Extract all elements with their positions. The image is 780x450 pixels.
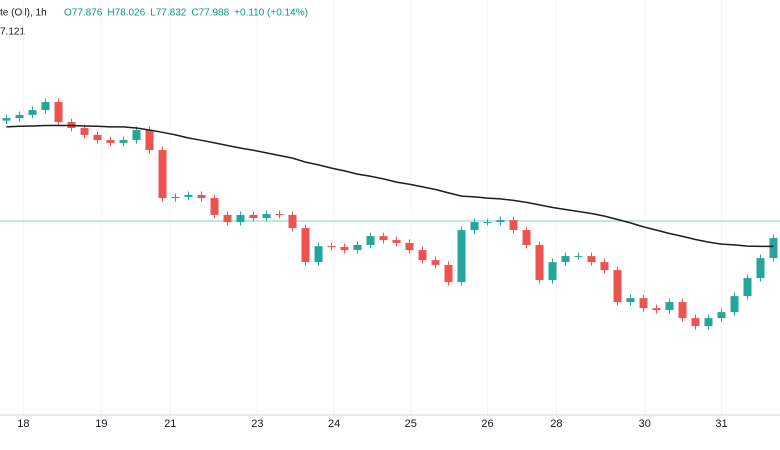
candle-body — [457, 230, 466, 283]
candle-body — [314, 246, 323, 263]
candle-body — [301, 228, 310, 263]
ohlc-label: O77.876 — [64, 8, 103, 19]
candle-body — [54, 102, 63, 123]
candle-body — [717, 312, 726, 319]
candle-body — [652, 308, 661, 311]
candle-body — [483, 222, 492, 224]
candle-body — [561, 256, 570, 263]
candle-body — [509, 220, 518, 231]
candle-body — [691, 318, 700, 327]
ohlc-label: +0.110 (+0.14%) — [234, 8, 308, 19]
candle-body — [262, 214, 271, 219]
x-tick-label: 30 — [639, 418, 651, 430]
candle-body — [132, 130, 141, 141]
candle-body — [15, 114, 24, 119]
candle-body — [41, 102, 50, 111]
candle-body — [613, 270, 622, 303]
candle-body — [249, 214, 258, 219]
candle-body — [639, 298, 648, 309]
candle-body — [145, 130, 154, 151]
candle-body — [678, 302, 687, 319]
candle-body — [522, 230, 531, 245]
candle-body — [392, 240, 401, 243]
candle-body — [2, 118, 11, 121]
candle-body — [665, 302, 674, 311]
x-tick-label: 28 — [550, 418, 562, 430]
x-tick-label: 24 — [328, 418, 340, 430]
candle-body — [730, 296, 739, 313]
candle-body — [743, 278, 752, 297]
candle-body — [171, 196, 180, 199]
candle-body — [535, 244, 544, 281]
candle-body — [600, 262, 609, 271]
x-tick-label: 25 — [405, 418, 417, 430]
candle-body — [223, 214, 232, 223]
candle-body — [275, 214, 284, 216]
ohlc-label: C77.988 — [191, 8, 229, 19]
candle-body — [405, 242, 414, 251]
candle-body — [574, 256, 583, 258]
candle-body — [366, 236, 375, 245]
candle-body — [340, 246, 349, 251]
candle-body — [197, 194, 206, 199]
x-tick-label: 26 — [481, 418, 493, 430]
candle-body — [548, 262, 557, 281]
candle-body — [418, 250, 427, 261]
candle-body — [470, 222, 479, 231]
ma-label: 7.121 — [0, 27, 25, 38]
candle-body — [327, 246, 336, 248]
moving-average — [6, 124, 774, 248]
candle-body — [119, 140, 128, 143]
candle-body — [288, 214, 297, 229]
candle-body — [626, 298, 635, 303]
candle-body — [379, 236, 388, 241]
candle-body — [158, 150, 167, 199]
candle-body — [28, 110, 37, 115]
candle-body — [210, 198, 219, 215]
candle-body — [236, 214, 245, 223]
candle-body — [496, 220, 505, 223]
candle-body — [444, 264, 453, 283]
x-tick-label: 23 — [251, 418, 263, 430]
candle-body — [769, 238, 778, 259]
candle-body — [704, 318, 713, 327]
candle-body — [106, 140, 115, 143]
candle-body — [756, 258, 765, 279]
x-tick-label: 21 — [164, 418, 176, 430]
candle-body — [587, 256, 596, 263]
ohlc-label: L77.832 — [150, 8, 187, 19]
candle-body — [353, 244, 362, 251]
x-tick-label: 19 — [95, 418, 107, 430]
candle-body — [431, 260, 440, 265]
ohlc-label: H78.026 — [107, 8, 145, 19]
candle-body — [93, 134, 102, 141]
candle-body — [80, 128, 89, 135]
candle-body — [184, 194, 193, 197]
x-tick-label: 18 — [17, 418, 29, 430]
x-tick-label: 31 — [715, 418, 727, 430]
